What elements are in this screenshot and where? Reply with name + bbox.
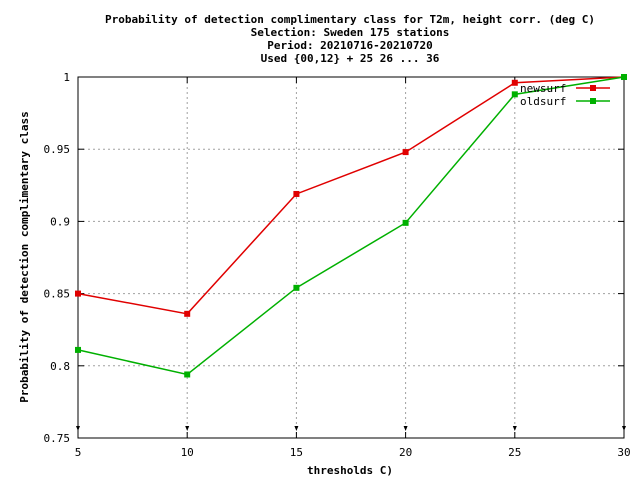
data-point: [293, 284, 300, 291]
title-line-3: Period: 20210716-20210720: [267, 39, 433, 52]
x-marker: [622, 426, 626, 431]
data-point: [621, 74, 627, 80]
y-tick-label: 0.75: [44, 432, 71, 445]
series-newsurf: [75, 74, 627, 317]
x-tick-label: 30: [617, 446, 630, 459]
data-point: [75, 290, 81, 297]
x-tick-label: 20: [399, 446, 412, 459]
series-line: [77, 76, 625, 376]
data-point: [511, 91, 518, 98]
title-line-1: Probability of detection complimentary c…: [105, 13, 595, 26]
title-line-4: Used {00,12} + 25 26 ... 36: [261, 52, 440, 65]
plot-frame: [77, 76, 625, 439]
x-tick-label: 10: [181, 446, 194, 459]
x-marker: [185, 426, 190, 431]
title-line-2: Selection: Sweden 175 stations: [251, 26, 450, 39]
grid: [78, 77, 624, 438]
data-point: [184, 371, 191, 378]
data-point: [75, 346, 81, 353]
data-point: [184, 310, 191, 317]
series-line: [77, 76, 625, 315]
legend-label: newsurf: [520, 82, 566, 95]
x-tick-label: 5: [75, 446, 82, 459]
x-marker: [76, 426, 80, 431]
legend-label: oldsurf: [520, 95, 566, 108]
y-tick-label: 0.9: [50, 215, 70, 228]
data-point: [402, 149, 409, 156]
x-marker: [403, 426, 408, 431]
y-tick-label: 0.85: [44, 288, 71, 301]
series-oldsurf: [75, 74, 627, 378]
y-tick-label: 1: [63, 71, 70, 84]
data-point: [511, 79, 518, 86]
y-axis-label: Probability of detection complimentary c…: [18, 111, 31, 402]
series-layer: [75, 74, 627, 378]
y-tick-label: 0.95: [44, 143, 71, 156]
x-tick-label: 15: [290, 446, 303, 459]
data-point: [293, 190, 300, 197]
x-tick-label: 25: [508, 446, 521, 459]
legend-marker: [590, 85, 596, 91]
legend-marker: [590, 98, 596, 104]
data-point: [402, 219, 409, 226]
x-axis-label: thresholds C): [307, 464, 393, 477]
x-marker: [294, 426, 299, 431]
x-marker: [512, 426, 517, 431]
chart-title: Probability of detection complimentary c…: [105, 13, 595, 65]
y-tick-label: 0.8: [50, 360, 70, 373]
